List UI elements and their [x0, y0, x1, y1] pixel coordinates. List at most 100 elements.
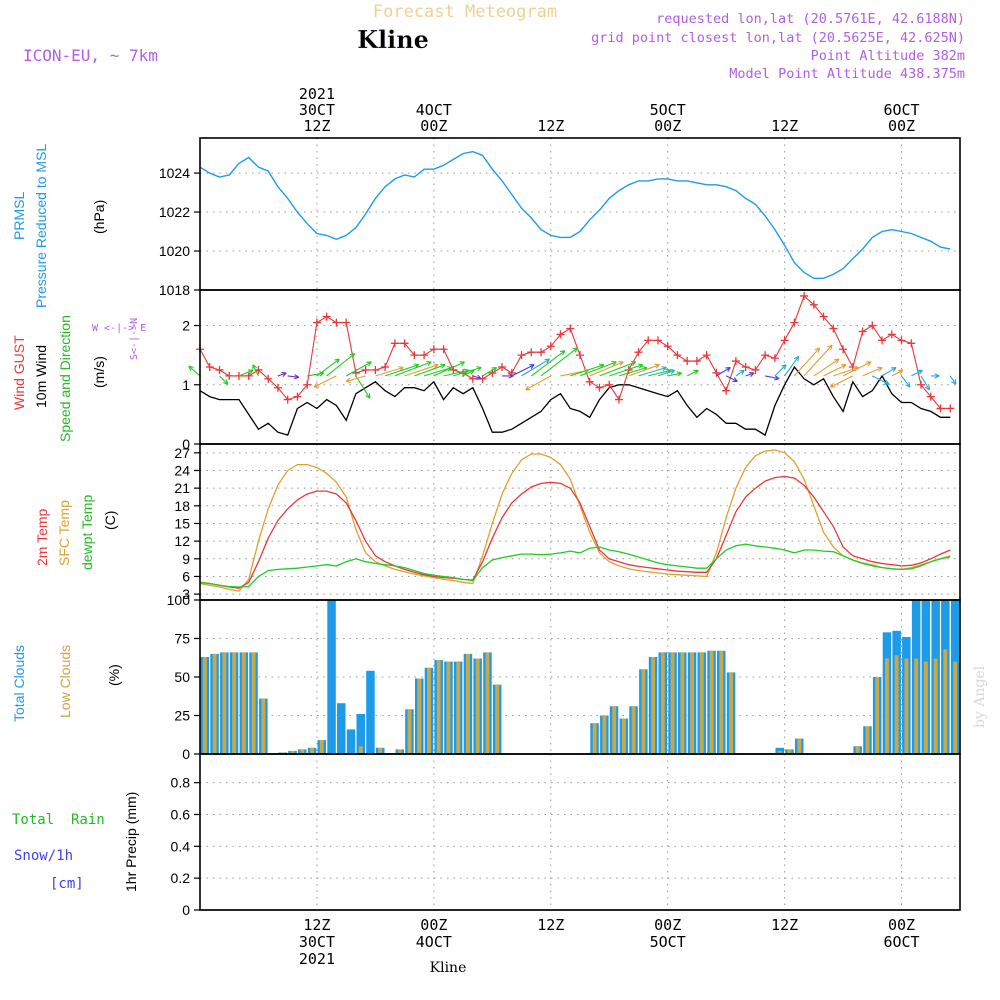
y-tick-label: 0 [182, 746, 190, 762]
y-tick-label: 75 [174, 631, 190, 647]
gust-marker [381, 363, 390, 371]
y-tick-label: 50 [174, 669, 190, 685]
dewpt-line [199, 543, 951, 588]
wind-vector [384, 363, 420, 377]
y-tick-label: 3 [182, 586, 190, 602]
model-label: ICON-EU, ~ 7km [23, 46, 158, 65]
y-tick-label: 21 [174, 480, 190, 496]
gust-marker [420, 351, 429, 360]
low-cloud-bar [358, 746, 363, 754]
low-cloud-bar [251, 652, 256, 754]
gust-marker [858, 327, 867, 336]
total-cloud-bar [366, 670, 375, 754]
low-cloud-bar [290, 750, 295, 754]
y-tick-label: 0.6 [171, 806, 191, 822]
wind-vector [872, 375, 890, 385]
y-tick-label: 24 [174, 462, 190, 478]
gust-marker [683, 357, 692, 366]
requested-coords: requested lon,lat (20.5761E, 42.6188N) [656, 11, 965, 27]
gust-marker [751, 365, 760, 374]
wind-vector [188, 365, 201, 377]
wind-vector [764, 375, 780, 381]
wind-vector [609, 363, 644, 377]
dewpt-label: dewpt Temp [79, 495, 95, 570]
total-cloud-bar [356, 714, 365, 754]
gust-marker [410, 351, 419, 360]
gust-marker [439, 345, 448, 354]
low-cloud-bar [709, 650, 714, 754]
time-label-top: 4OCT [416, 101, 452, 119]
time-label-top: 5OCT [650, 101, 686, 119]
wind-vector [433, 361, 466, 377]
low-cloud-bar [261, 698, 266, 754]
wind-vector [793, 347, 821, 377]
time-label-bottom: 5OCT [650, 933, 686, 951]
gust-marker [429, 345, 438, 354]
wind-vector [911, 369, 923, 377]
gust-marker [692, 357, 701, 366]
clouds-unit: (%) [106, 664, 122, 686]
low-cloud-bar [241, 652, 246, 754]
wind-vector [472, 374, 482, 380]
gust-marker [283, 395, 292, 404]
wind-vector [901, 375, 911, 388]
wind-vector [252, 364, 259, 377]
gust-marker [517, 351, 526, 360]
wind-vector [930, 373, 940, 379]
gust-marker [868, 321, 877, 330]
location-title: Kline [357, 25, 429, 54]
wind-vector [511, 364, 535, 377]
low-cloud-bar [953, 661, 958, 754]
gust-marker [936, 404, 945, 413]
gust-marker [371, 365, 380, 374]
low-clouds-label: Low Clouds [57, 645, 73, 718]
gust-marker [917, 380, 926, 389]
wind-vector [716, 366, 731, 377]
wind-vector [326, 352, 356, 377]
gust-marker [361, 365, 370, 374]
gust-marker [790, 318, 799, 327]
y-tick-label: 9 [182, 551, 190, 567]
time-label-top: 30CT [299, 101, 335, 119]
panel-frame-temperature [199, 443, 961, 601]
low-cloud-bar [310, 747, 314, 754]
wind-vector [628, 363, 660, 377]
gust-marker [215, 365, 224, 374]
gust-marker [614, 395, 623, 404]
gust-marker [576, 351, 584, 360]
low-cloud-bar [875, 677, 880, 754]
panel-frames [199, 137, 961, 911]
gust-marker [293, 392, 302, 401]
wind-unit: (m/s) [91, 356, 107, 388]
time-label-top: 12Z [771, 117, 798, 135]
time-label-bottom: 2021 [299, 950, 335, 968]
time-label-bottom: 00Z [888, 916, 915, 934]
wind-vector [521, 358, 550, 377]
low-cloud-bar [631, 706, 636, 754]
low-cloud-bar [202, 657, 207, 754]
wind-vector [530, 350, 566, 377]
time-label-top: 12Z [303, 117, 330, 135]
low-cloud-bar [417, 678, 422, 754]
total-cloud-bar [337, 703, 346, 754]
low-cloud-bar [212, 653, 217, 754]
wind-vector [745, 371, 755, 377]
gust-marker [761, 351, 770, 360]
gust-marker [264, 374, 273, 383]
wind-vector [355, 375, 371, 399]
y-tick-label: 1024 [159, 165, 190, 181]
gust-marker [653, 336, 662, 345]
gust-marker [234, 371, 243, 380]
gust-marker [907, 339, 916, 348]
wind-vector [287, 374, 300, 380]
t2m-label: 2m Temp [34, 508, 50, 566]
total-rain-label: Total Rain [12, 812, 105, 828]
wind-vector [735, 369, 745, 377]
y-tick-label: 0.2 [171, 870, 191, 886]
gust-marker [498, 363, 507, 371]
wind-vector [920, 375, 930, 391]
prmsl-label: PRMSL [11, 192, 27, 240]
y-tick-label: 1 [182, 377, 190, 393]
time-label-bottom: 12Z [771, 916, 798, 934]
